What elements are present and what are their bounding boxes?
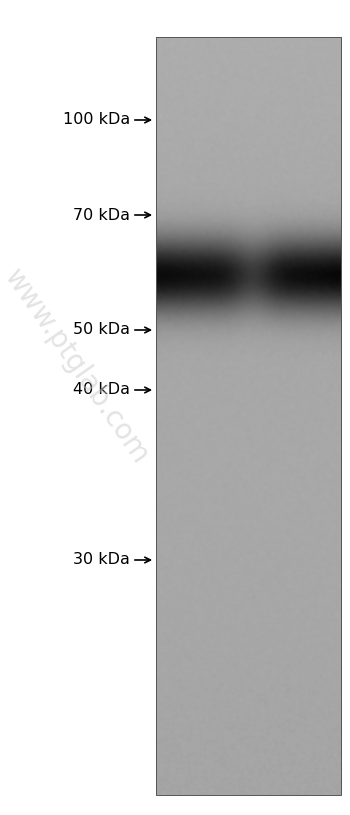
Text: 50 kDa: 50 kDa: [73, 323, 130, 337]
Text: 30 kDa: 30 kDa: [73, 553, 130, 567]
Text: 70 kDa: 70 kDa: [73, 208, 130, 222]
Text: www.ptglab.com: www.ptglab.com: [0, 264, 155, 469]
Text: 100 kDa: 100 kDa: [63, 112, 130, 127]
Bar: [156, 37, 341, 795]
Text: 40 kDa: 40 kDa: [73, 382, 130, 398]
